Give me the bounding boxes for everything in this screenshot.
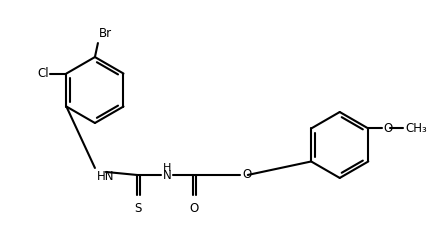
Text: Cl: Cl	[38, 67, 49, 80]
Text: O: O	[243, 169, 252, 181]
Text: CH₃: CH₃	[405, 122, 427, 135]
Text: S: S	[135, 202, 142, 215]
Text: N: N	[162, 169, 171, 182]
Text: O: O	[383, 122, 393, 135]
Text: O: O	[190, 202, 199, 215]
Text: Br: Br	[99, 27, 112, 40]
Text: H: H	[163, 163, 171, 173]
Text: HN: HN	[97, 170, 114, 183]
